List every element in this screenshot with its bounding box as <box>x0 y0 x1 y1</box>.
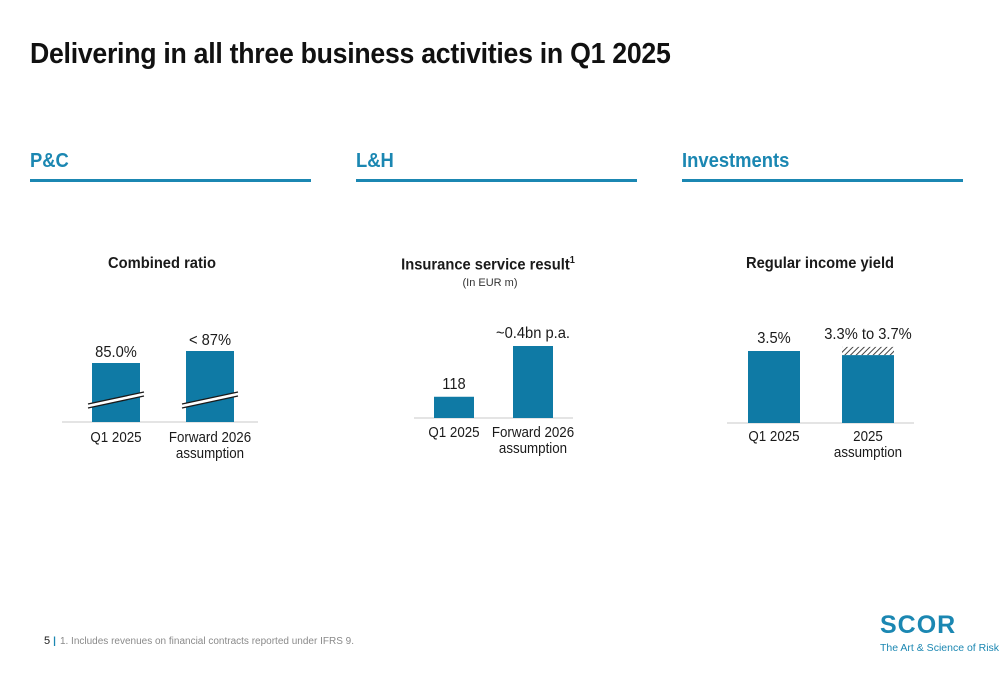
category-label: Q1 2025 <box>90 428 141 445</box>
category-label: Q1 2025 <box>428 423 479 440</box>
category-label: Forward 2026 <box>169 428 251 445</box>
data-label: 3.5% <box>757 329 791 347</box>
bar <box>186 351 234 422</box>
data-label: < 87% <box>189 331 231 349</box>
scor-logo-wordmark: SCOR <box>880 612 956 636</box>
logo-tagline: The Art & Science of Risk <box>880 642 1000 654</box>
category-label: Forward 2026 <box>492 423 574 440</box>
section-label: P&C <box>30 150 69 172</box>
data-label: 85.0% <box>95 343 137 361</box>
category-label: 2025 <box>853 427 883 444</box>
footnote: 1. Includes revenues on financial contra… <box>59 636 354 647</box>
chart-title-regular-income-yield: Regular income yield <box>745 255 895 272</box>
data-label: 118 <box>442 375 465 393</box>
chart-title-text: Insurance service result <box>401 256 570 274</box>
scor-logo: SCOR The Art & Science of Risk <box>880 611 1000 654</box>
bar <box>92 363 140 422</box>
bar <box>842 355 894 423</box>
footer-separator: | <box>53 636 56 647</box>
axis-break <box>88 392 144 408</box>
category-label: Q1 2025 <box>748 427 799 444</box>
axis-break-line <box>87 395 145 409</box>
chart-subtitle: (In EUR m) <box>462 277 518 289</box>
section-rule <box>30 179 311 182</box>
bar-range-hatch <box>842 346 894 356</box>
section-rule <box>682 179 963 182</box>
category-label: assumption <box>176 444 244 461</box>
scor-logo-mark: SCOR <box>880 611 956 639</box>
axis-break <box>182 392 238 408</box>
bar <box>513 346 553 418</box>
chart-title-insurance-service-result: Insurance service result1 <box>396 255 580 274</box>
axis-break-line <box>87 391 145 405</box>
axis-break-line <box>181 391 239 405</box>
footnote-marker: 1 <box>569 255 575 266</box>
page-number: 5 <box>44 635 51 647</box>
bar <box>748 351 800 423</box>
section-label: L&H <box>356 150 394 172</box>
category-label: assumption <box>834 443 902 460</box>
category-label: assumption <box>499 439 567 456</box>
section-investments: Investments <box>682 150 963 182</box>
section-pc: P&C <box>30 150 311 182</box>
axis-break-line <box>181 395 239 409</box>
section-rule <box>356 179 637 182</box>
section-label: Investments <box>682 150 790 172</box>
bar <box>434 396 474 418</box>
data-label: 3.3% to 3.7% <box>824 325 912 343</box>
footer: 5 | 1. Includes revenues on financial cont… <box>44 635 354 647</box>
page-title: Delivering in all three business activit… <box>30 38 671 70</box>
data-label: ~0.4bn p.a. <box>496 324 570 342</box>
chart-title-combined-ratio: Combined ratio <box>108 255 216 272</box>
section-lh: L&H <box>356 150 637 182</box>
